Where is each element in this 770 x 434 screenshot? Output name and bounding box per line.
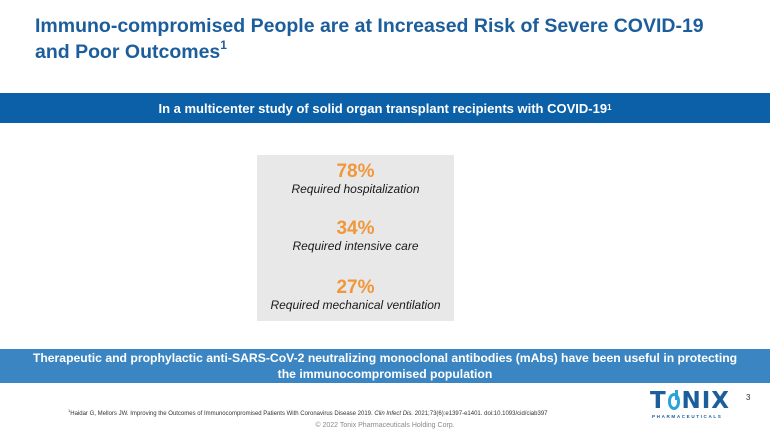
title-line-2-text: and Poor Outcomes	[35, 41, 221, 63]
logo-subtitle: PHARMACEUTICALS	[652, 414, 723, 419]
title-line-1: Immuno-compromised People are at Increas…	[35, 15, 704, 37]
logo-wordmark: T NIX	[650, 389, 730, 413]
logo-letter-t: T	[650, 388, 667, 414]
stat-mechanical-ventilation: 27% Required mechanical ventilation	[257, 278, 454, 313]
stat-value: 34%	[336, 218, 375, 239]
conclusion-line-2: the immunocompromised population	[277, 367, 493, 381]
title-footnote-ref: 1	[220, 37, 227, 52]
tonix-logo: T NIX PHARMACEUTICALS	[650, 389, 730, 423]
stat-value: 78%	[336, 161, 375, 182]
stat-hospitalization: 78% Required hospitalization	[257, 162, 454, 197]
power-icon	[667, 389, 681, 410]
logo-letters-nix: NIX	[681, 388, 730, 414]
conclusion-line-1: Therapeutic and prophylactic anti-SARS-C…	[32, 351, 738, 365]
footnote-number: 1	[68, 408, 71, 413]
footnote-text: Haidar G, Mellors JW. Improving the Outc…	[70, 411, 375, 417]
reference-footnote: 1Haidar G, Mellors JW. Improving the Out…	[68, 408, 548, 417]
stat-label: Required intensive care	[292, 239, 419, 253]
stat-label: Required hospitalization	[291, 182, 420, 196]
title-line-2: and Poor Outcomes1	[35, 39, 735, 65]
study-banner-text: In a multicenter study of solid organ tr…	[158, 100, 608, 116]
study-banner: In a multicenter study of solid organ tr…	[0, 93, 770, 123]
stat-intensive-care: 34% Required intensive care	[257, 219, 454, 254]
slide-title: Immuno-compromised People are at Increas…	[35, 13, 735, 65]
study-banner-footnote-ref: 1	[607, 102, 612, 112]
stat-label: Required mechanical ventilation	[270, 298, 441, 312]
conclusion-banner: Therapeutic and prophylactic anti-SARS-C…	[0, 349, 770, 383]
footnote-journal: Clin Infect Dis.	[374, 411, 414, 417]
stats-box: 78% Required hospitalization 34% Require…	[257, 155, 454, 321]
footnote-citation: 2021;73(6):e1397-e1401. doi:10.1093/cid/…	[413, 411, 548, 417]
stat-value: 27%	[336, 277, 375, 298]
page-number: 3	[746, 393, 751, 402]
copyright-notice: © 2022 Tonix Pharmaceuticals Holding Cor…	[315, 422, 455, 429]
